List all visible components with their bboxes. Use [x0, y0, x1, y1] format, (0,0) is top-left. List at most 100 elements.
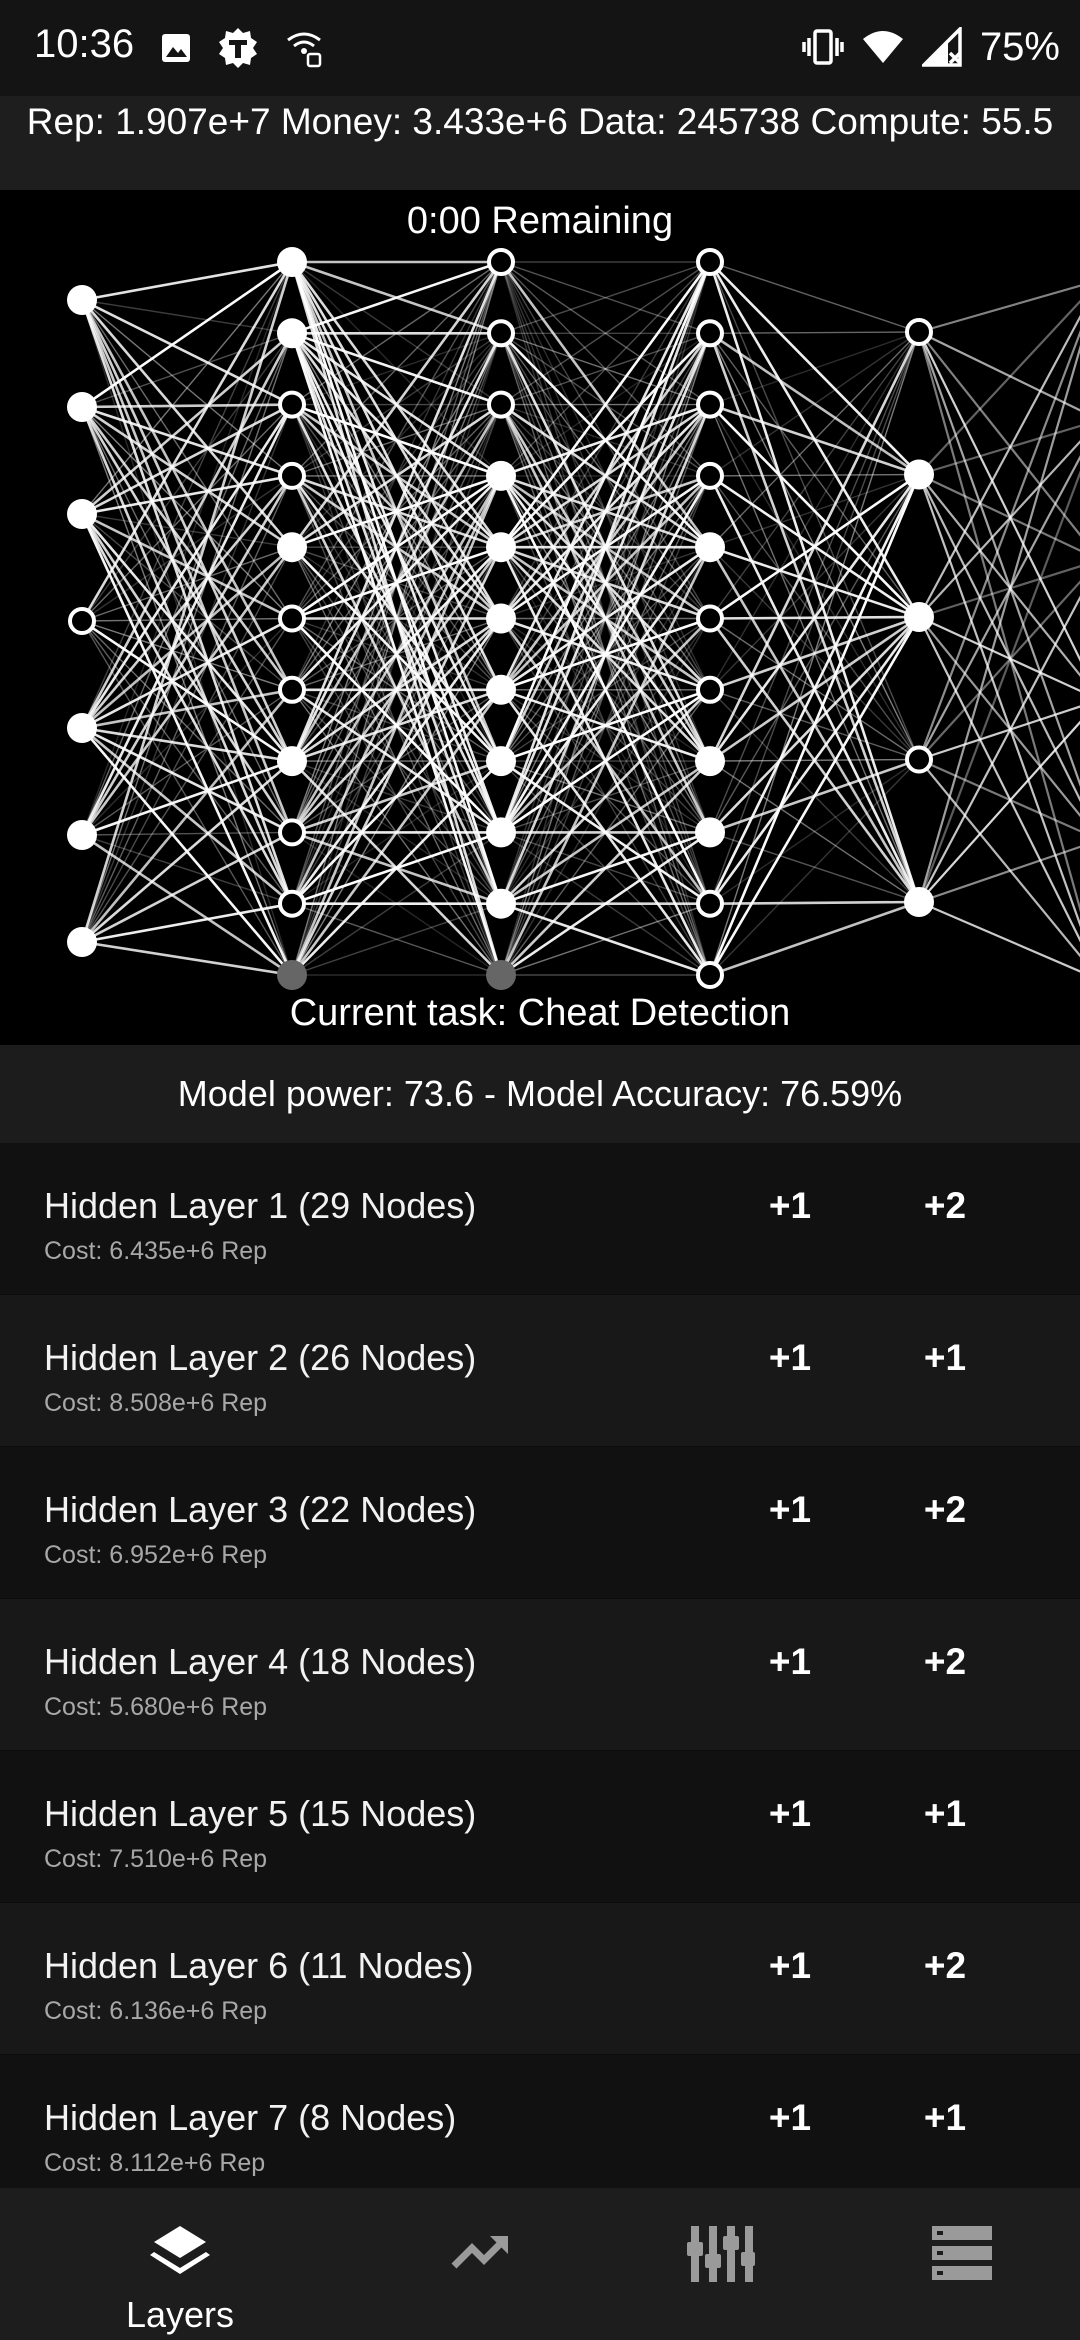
- trending-up-icon: [451, 2236, 508, 2269]
- add-node-alt-button[interactable]: +1: [923, 1793, 967, 1834]
- network-edge: [709, 331, 920, 477]
- layer-row: Hidden Layer 4 (18 Nodes) Cost: 5.680e+6 …: [0, 1599, 1080, 1751]
- network-edge: [500, 831, 711, 977]
- network-edge: [500, 404, 711, 976]
- add-node-alt-button[interactable]: +2: [923, 1641, 967, 1682]
- layer-row: Hidden Layer 1 (29 Nodes) Cost: 6.435e+6 …: [0, 1143, 1080, 1295]
- network-edge: [81, 474, 293, 516]
- layer-name: Hidden Layer 2 (26 Nodes): [44, 1337, 477, 1378]
- network-node: [67, 285, 97, 315]
- equalizer-icon: [687, 2226, 755, 2282]
- network-edge: [709, 759, 920, 976]
- network-edge: [81, 332, 293, 622]
- network-edge: [709, 900, 920, 977]
- network-edge: [499, 261, 712, 691]
- network-edge: [917, 474, 1080, 928]
- network-edge: [290, 261, 503, 762]
- add-node-button[interactable]: +1: [768, 1337, 812, 1378]
- network-edge: [291, 260, 502, 335]
- wifi-calling-icon: [287, 32, 322, 68]
- network-edge: [499, 261, 712, 762]
- network-edge: [81, 689, 293, 836]
- network-edge: [709, 332, 920, 476]
- network-node: [695, 817, 725, 848]
- network-node: [904, 459, 934, 490]
- nav-layers[interactable]: Layers: [45, 2188, 315, 2340]
- network-edge: [500, 475, 711, 905]
- network-edge: [291, 261, 502, 619]
- time-remaining: 0:00 Remaining: [406, 200, 674, 242]
- network-node: [486, 746, 516, 777]
- network-edge: [499, 546, 712, 834]
- network-node: [278, 461, 306, 490]
- network-edge: [81, 940, 293, 977]
- network-edge: [291, 261, 502, 406]
- resource-summary: Rep: 1.907e+7 Money: 3.433e+6 Data: 2457…: [0, 96, 1080, 190]
- network-edge: [709, 900, 920, 905]
- layer-name: Hidden Layer 5 (15 Nodes): [44, 1793, 477, 1834]
- add-node-alt-button[interactable]: +2: [923, 1945, 967, 1986]
- network-edge: [291, 688, 502, 905]
- network-node: [67, 927, 97, 957]
- network-edge: [80, 403, 294, 729]
- layer-cost: Cost: 7.510e+6 Rep: [44, 1845, 268, 1873]
- network-edge: [708, 473, 921, 905]
- network-edge: [709, 261, 920, 476]
- network-edge: [81, 833, 293, 977]
- nav-stats[interactable]: [345, 2188, 615, 2340]
- network-edge: [81, 405, 293, 549]
- network-node: [696, 604, 724, 633]
- network-node: [696, 319, 724, 348]
- add-node-button[interactable]: +1: [768, 1489, 812, 1530]
- add-node-alt-button[interactable]: +1: [923, 2097, 967, 2138]
- layer-row: Hidden Layer 3 (22 Nodes) Cost: 6.952e+6 …: [0, 1447, 1080, 1599]
- nav-equalizer[interactable]: [586, 2188, 856, 2340]
- bottom-navigation: Layers: [0, 2188, 1080, 2340]
- network-node: [487, 248, 515, 276]
- battery-percent: 75%: [979, 24, 1060, 69]
- network-edge: [81, 759, 293, 837]
- add-node-button[interactable]: +1: [768, 1945, 812, 1986]
- network-edge: [499, 546, 712, 976]
- network-edge: [709, 473, 920, 548]
- network-node: [68, 607, 96, 635]
- network-edge: [500, 903, 711, 976]
- network-edge: [290, 475, 503, 976]
- add-node-button[interactable]: +1: [768, 1793, 812, 1834]
- network-node: [486, 603, 516, 634]
- network-edge: [291, 261, 502, 477]
- network-node: [486, 888, 516, 919]
- add-node-alt-button[interactable]: +2: [923, 1185, 967, 1226]
- network-edge: [291, 261, 502, 833]
- network-edge: [500, 760, 711, 976]
- nav-storage[interactable]: [827, 2188, 1080, 2340]
- add-node-button[interactable]: +1: [768, 1185, 812, 1226]
- network-edge: [291, 403, 502, 477]
- network-edge: [290, 475, 503, 834]
- network-edge: [500, 332, 711, 549]
- network-node: [278, 818, 306, 847]
- network-edge: [500, 261, 711, 904]
- layer-name: Hidden Layer 3 (22 Nodes): [44, 1489, 477, 1530]
- notification-icons: [160, 26, 324, 70]
- add-node-alt-button[interactable]: +2: [923, 1489, 967, 1530]
- add-node-button[interactable]: +1: [768, 1641, 812, 1682]
- layer-name: Hidden Layer 1 (29 Nodes): [44, 1185, 477, 1226]
- network-edge: [918, 720, 1080, 903]
- network-edge: [81, 831, 293, 836]
- network-edge: [80, 406, 294, 762]
- layer-row: Hidden Layer 6 (11 Nodes) Cost: 6.136e+6 …: [0, 1903, 1080, 2055]
- layer-row: Hidden Layer 5 (15 Nodes) Cost: 7.510e+6 …: [0, 1751, 1080, 1903]
- network-edge: [291, 332, 502, 619]
- network-nodes: [67, 247, 934, 990]
- network-edge: [709, 831, 920, 903]
- add-node-alt-button[interactable]: +1: [923, 1337, 967, 1378]
- add-node-button[interactable]: +1: [768, 2097, 812, 2138]
- layer-row: Hidden Layer 2 (26 Nodes) Cost: 8.508e+6 …: [0, 1295, 1080, 1447]
- network-edge: [709, 473, 920, 477]
- network-node: [487, 390, 515, 419]
- network-node: [277, 960, 307, 990]
- network-node: [904, 602, 934, 632]
- network-node: [278, 390, 306, 419]
- network-edge: [500, 261, 711, 619]
